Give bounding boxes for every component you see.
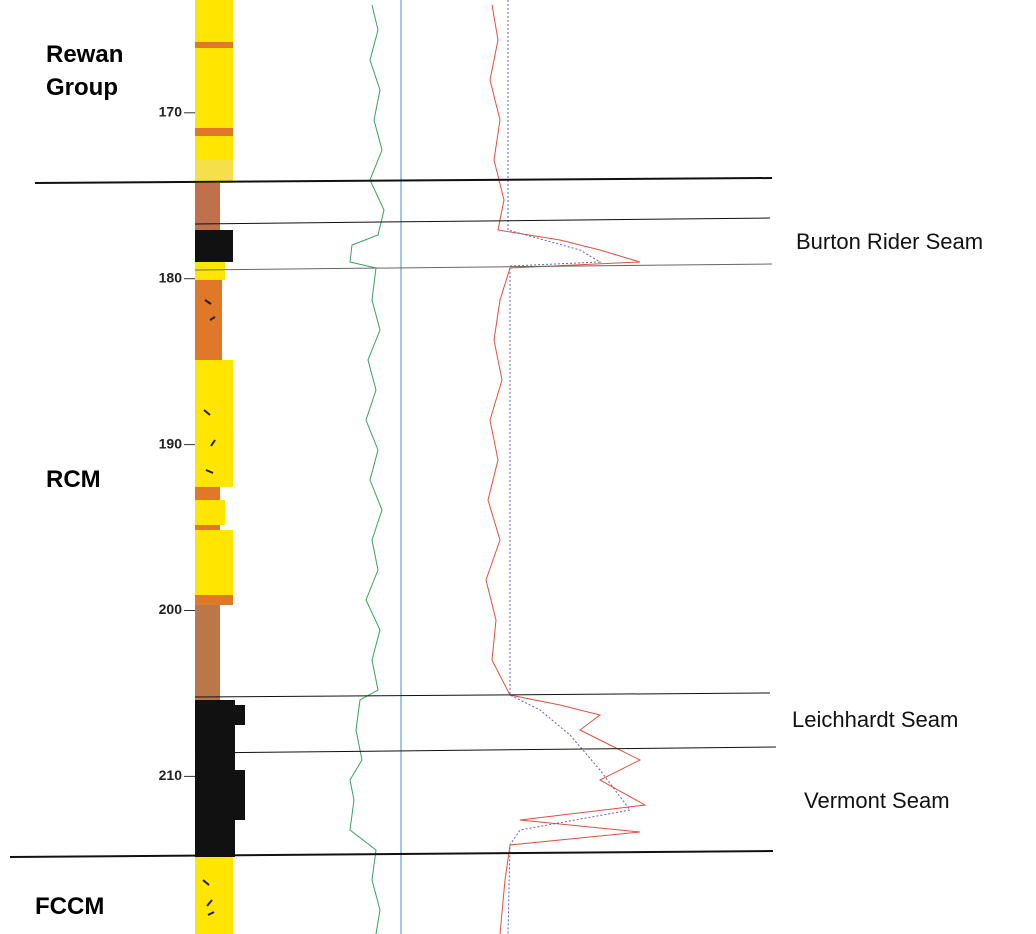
formation-label: RCM [46,463,146,496]
seam-label: Vermont Seam [804,788,950,814]
tick-label: 170 [159,104,183,120]
lithology-column [195,0,245,934]
well-log-figure: 170 180 190 200 210 Rewan Group RCM FCCM Bur… [0,0,1036,934]
tick-label: 180 [159,269,183,285]
formation-label: FCCM [35,890,135,923]
tick-label: 190 [159,435,183,451]
gamma-curve [350,5,384,934]
density-curve-2 [508,0,630,934]
tick-label: 200 [159,601,183,617]
tick-label: 210 [159,767,183,783]
boundaries [10,178,776,857]
seam-label: Leichhardt Seam [792,707,958,733]
formation-label: Rewan Group [46,38,146,104]
depth-axis: 170 180 190 200 210 [159,104,195,784]
seam-label: Burton Rider Seam [796,229,983,255]
